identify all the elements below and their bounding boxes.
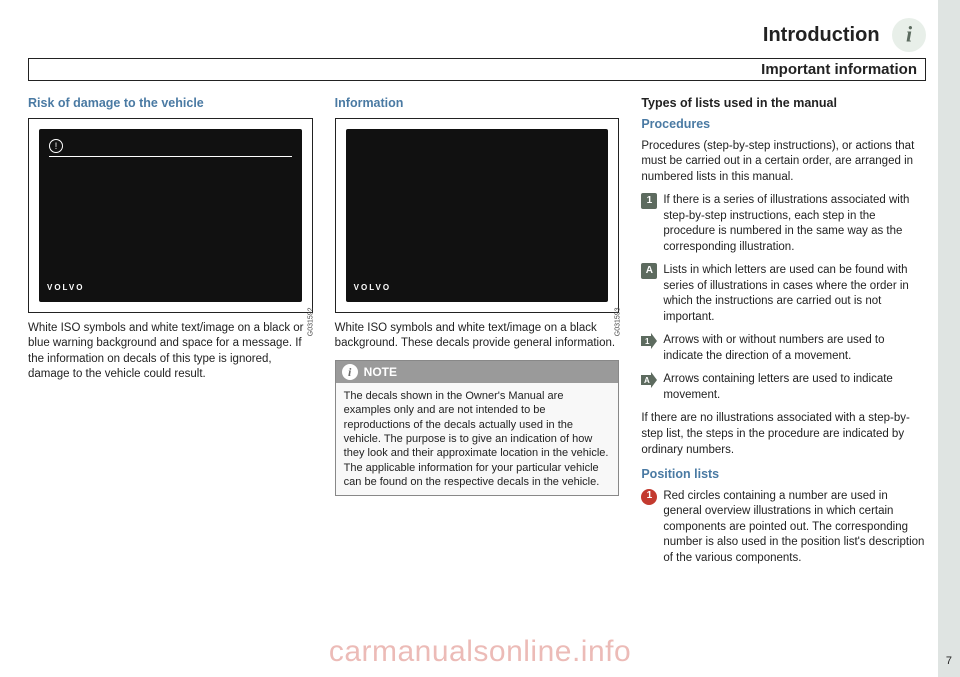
decal-topline: ! bbox=[49, 139, 292, 157]
decal-brand: VOLVO bbox=[354, 283, 391, 294]
procedures-intro: Procedures (step-by-step instructions), … bbox=[641, 139, 926, 186]
decal-inner: ! VOLVO bbox=[39, 129, 302, 302]
column-2: Information VOLVO G031593 White ISO symb… bbox=[335, 95, 620, 574]
list-item: A Arrows containing letters are used to … bbox=[641, 372, 926, 403]
column-3: Types of lists used in the manual Proced… bbox=[641, 95, 926, 574]
exclamation-icon: ! bbox=[49, 139, 63, 153]
chapter-title: Introduction bbox=[763, 24, 880, 47]
decal-code: G031592 bbox=[306, 308, 315, 337]
note-body: The decals shown in the Owner's Manual a… bbox=[336, 383, 619, 495]
red-circle-icon: 1 bbox=[641, 489, 657, 505]
list-item-text: Lists in which letters are used can be f… bbox=[663, 263, 926, 325]
note-label: NOTE bbox=[364, 364, 397, 380]
page-number: 7 bbox=[946, 655, 952, 667]
position-list: 1 Red circles containing a number are us… bbox=[641, 489, 926, 567]
watermark: carmanualsonline.info bbox=[329, 635, 631, 669]
section-title: Important information bbox=[37, 61, 917, 78]
list-item-text: Arrows containing letters are used to in… bbox=[663, 372, 926, 403]
col1-body: White ISO symbols and white text/image o… bbox=[28, 321, 313, 383]
arrow-number-icon: 1 bbox=[641, 333, 657, 349]
step-letter-icon: A bbox=[641, 263, 657, 279]
list-item-text: If there is a series of illustrations as… bbox=[663, 193, 926, 255]
content-columns: Risk of damage to the vehicle ! VOLVO G0… bbox=[28, 95, 926, 574]
procedures-list: 1 If there is a series of illustrations … bbox=[641, 193, 926, 403]
list-item: A Lists in which letters are used can be… bbox=[641, 263, 926, 325]
svg-text:A: A bbox=[644, 376, 650, 385]
decal-illustration-info: VOLVO G031593 bbox=[335, 118, 620, 313]
types-heading: Types of lists used in the manual bbox=[641, 95, 926, 112]
svg-text:1: 1 bbox=[645, 337, 650, 346]
arrow-letter-icon: A bbox=[641, 372, 657, 388]
decal-illustration-warning: ! VOLVO G031592 bbox=[28, 118, 313, 313]
decal-code: G031593 bbox=[613, 308, 622, 337]
list-item-text: Arrows with or without numbers are used … bbox=[663, 333, 926, 364]
procedures-outro: If there are no illustrations associated… bbox=[641, 411, 926, 458]
list-item: 1 Red circles containing a number are us… bbox=[641, 489, 926, 567]
note-box: i NOTE The decals shown in the Owner's M… bbox=[335, 360, 620, 496]
procedures-heading: Procedures bbox=[641, 116, 926, 133]
col1-heading: Risk of damage to the vehicle bbox=[28, 95, 313, 112]
column-1: Risk of damage to the vehicle ! VOLVO G0… bbox=[28, 95, 313, 574]
col2-body: White ISO symbols and white text/image o… bbox=[335, 321, 620, 352]
section-title-box: Important information bbox=[28, 58, 926, 81]
note-header: i NOTE bbox=[336, 361, 619, 383]
page-header: Introduction bbox=[28, 18, 932, 52]
info-icon bbox=[892, 18, 926, 52]
manual-page: Introduction Important information Risk … bbox=[0, 0, 960, 677]
col2-heading: Information bbox=[335, 95, 620, 112]
list-item: 1 Arrows with or without numbers are use… bbox=[641, 333, 926, 364]
decal-inner: VOLVO bbox=[346, 129, 609, 302]
decal-brand: VOLVO bbox=[47, 283, 84, 294]
list-item-text: Red circles containing a number are used… bbox=[663, 489, 926, 567]
list-item: 1 If there is a series of illustrations … bbox=[641, 193, 926, 255]
step-number-icon: 1 bbox=[641, 193, 657, 209]
position-heading: Position lists bbox=[641, 466, 926, 483]
note-info-icon: i bbox=[342, 364, 358, 380]
